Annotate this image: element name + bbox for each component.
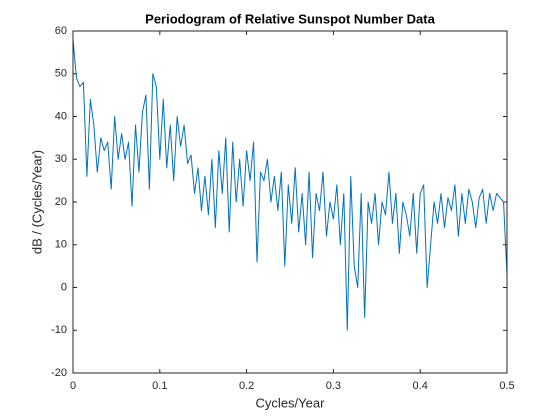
y-tick-label: -20 [51, 367, 67, 379]
y-axis-label: dB / (Cycles/Year) [29, 150, 44, 254]
y-tick-label: 40 [55, 110, 67, 122]
x-tick-label: 0.4 [413, 380, 428, 392]
x-tick-label: 0.2 [239, 380, 254, 392]
data-line [72, 39, 508, 331]
y-tick-label: -10 [51, 324, 67, 336]
axes-box [72, 30, 508, 374]
x-tick-label: 0.1 [152, 380, 167, 392]
x-tick-label: 0.5 [499, 380, 514, 392]
x-tick-label: 0.3 [326, 380, 341, 392]
y-tick-label: 20 [55, 196, 67, 208]
y-tick-label: 50 [55, 68, 67, 80]
x-axis-label: Cycles/Year [256, 395, 326, 410]
y-tick-label: 60 [55, 25, 67, 37]
chart-title: Periodogram of Relative Sunspot Number D… [145, 11, 435, 26]
y-tick-label: 10 [55, 239, 67, 251]
y-tick-label: 30 [55, 153, 67, 165]
x-tick-label: 0 [70, 380, 76, 392]
y-tick-label: 0 [61, 281, 67, 293]
